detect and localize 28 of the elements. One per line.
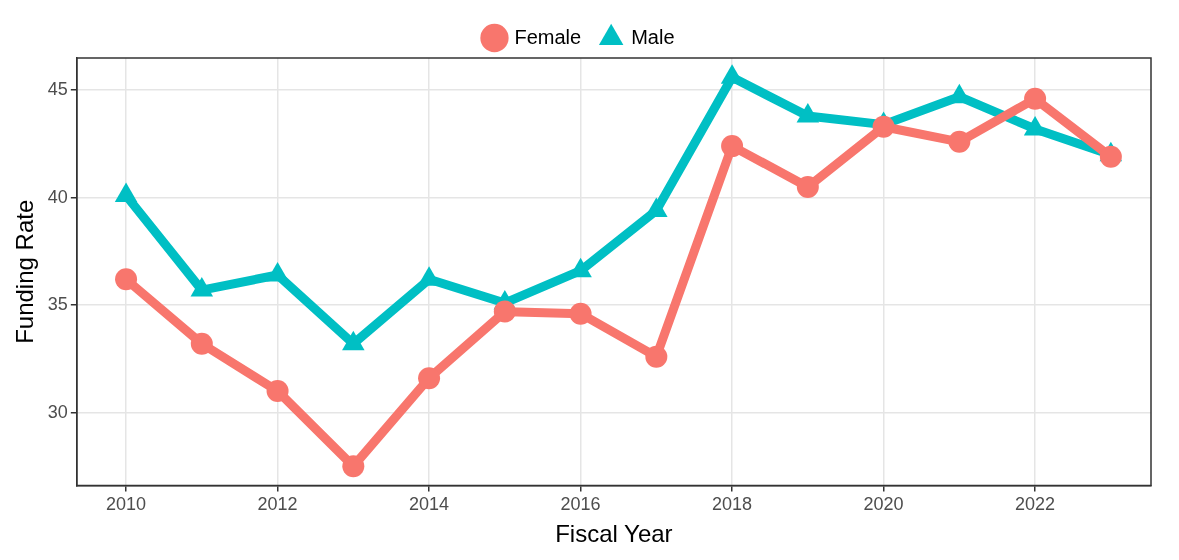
x-tick-label: 2018 — [712, 494, 753, 515]
point — [266, 380, 289, 403]
point — [115, 268, 138, 291]
x-tick-label: 2010 — [106, 494, 147, 515]
legend-label: Female — [514, 25, 582, 48]
y-tick-label: 45 — [47, 79, 68, 100]
point — [796, 103, 820, 123]
y-tick-label: 35 — [47, 294, 68, 315]
point — [418, 367, 441, 390]
point — [266, 262, 289, 282]
x-tick-label: 2012 — [257, 494, 298, 515]
y-tick-label: 40 — [47, 186, 68, 207]
point — [342, 455, 365, 478]
legend-label: Male — [631, 25, 675, 48]
x-axis-title: Fiscal Year — [555, 520, 673, 548]
point — [493, 300, 516, 323]
point — [114, 182, 138, 203]
point — [569, 302, 592, 325]
point — [645, 197, 668, 218]
point — [796, 175, 819, 198]
x-tick-label: 2014 — [409, 494, 450, 515]
y-axis-title: Funding Rate — [11, 199, 39, 344]
y-tick-label: 30 — [47, 401, 68, 422]
x-tick-label: 2016 — [560, 494, 601, 515]
point — [645, 345, 668, 368]
x-tick-label: 2022 — [1015, 494, 1056, 515]
point — [190, 332, 213, 355]
x-tick-label: 2020 — [863, 494, 904, 515]
